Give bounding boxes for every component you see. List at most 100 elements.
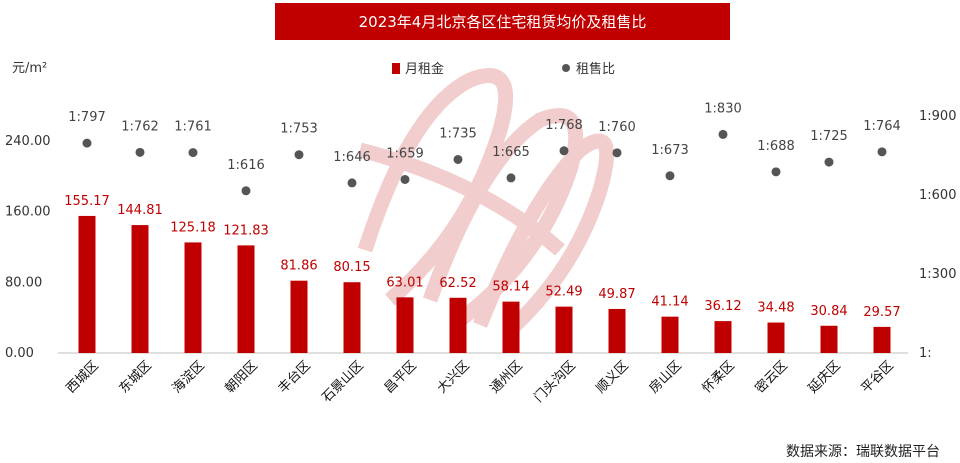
- bar-value-label: 63.01: [386, 275, 423, 290]
- bar-value-label: 29.57: [863, 305, 900, 320]
- x-tick-label: 门头沟区: [531, 358, 578, 405]
- ratio-point: [718, 129, 728, 139]
- x-tick-label: 昌平区: [382, 358, 420, 396]
- bar: [184, 242, 202, 353]
- y-left-tick-label: 240.00: [5, 134, 51, 149]
- bar-value-label: 81.86: [280, 259, 317, 274]
- data-source: 数据来源：瑞联数据平台: [786, 444, 940, 460]
- ratio-value-label: 1:764: [863, 119, 900, 134]
- legend-label-rent: 月租金: [405, 61, 444, 77]
- ratio-value-label: 1:760: [598, 120, 635, 135]
- ratio-value-label: 1:725: [810, 129, 847, 144]
- bar-value-label: 58.14: [492, 280, 529, 295]
- legend-marker-ratio: [562, 64, 570, 72]
- ratio-value-label: 1:673: [651, 143, 688, 158]
- ratio-point: [612, 148, 622, 158]
- x-tick-label: 石景山区: [319, 358, 366, 405]
- legend-swatch-rent: [392, 63, 400, 74]
- ratio-point: [294, 150, 304, 160]
- bar-value-label: 34.48: [757, 301, 794, 316]
- bar-value-label: 52.49: [545, 285, 582, 300]
- x-tick-label: 顺义区: [594, 358, 632, 396]
- axes: 0.00 80.00 160.00 240.00 1: 1:300 1:600 1:900: [5, 109, 956, 361]
- ratio-value-label: 1:659: [386, 146, 423, 161]
- y-left-tick-label: 160.00: [5, 205, 51, 220]
- y-right-tick-label: 1:300: [919, 267, 956, 282]
- ratio-point: [400, 174, 410, 184]
- ratio-value-label: 1:768: [545, 118, 582, 133]
- bar-value-label: 80.15: [333, 260, 370, 275]
- bar: [555, 306, 573, 353]
- x-tick-label: 东城区: [117, 358, 155, 396]
- y-right-tick-label: 1:900: [919, 109, 956, 124]
- legend-label-ratio: 租售比: [576, 61, 615, 77]
- ratio-value-label: 1:753: [280, 122, 317, 137]
- x-tick-label: 平谷区: [859, 358, 897, 396]
- bar: [290, 280, 308, 353]
- chart-title: 2023年4月北京各区住宅租赁均价及租售比: [275, 3, 730, 40]
- ratio-point: [453, 154, 463, 164]
- ratio-point: [506, 173, 516, 183]
- x-tick-label: 通州区: [488, 358, 526, 396]
- ratio-point: [241, 186, 251, 196]
- x-tick-label: 大兴区: [435, 358, 473, 396]
- x-tick-label: 海淀区: [170, 358, 208, 396]
- ratio-value-label: 1:688: [757, 139, 794, 154]
- bar-value-label: 62.52: [439, 276, 476, 291]
- ratio-point: [559, 146, 569, 156]
- ratio-value-label: 1:616: [227, 158, 264, 173]
- x-tick-label: 延庆区: [806, 358, 844, 396]
- bars-group: [78, 215, 891, 353]
- bar: [449, 297, 467, 353]
- bar: [237, 245, 255, 353]
- y-left-tick-label: 80.00: [5, 275, 42, 290]
- x-tick-label: 朝阳区: [223, 358, 261, 396]
- bar-value-label: 30.84: [810, 304, 847, 319]
- bar: [502, 301, 520, 353]
- bar: [396, 297, 414, 353]
- bar: [820, 325, 838, 353]
- ratio-point: [877, 147, 887, 157]
- bar-value-label: 144.81: [117, 203, 163, 218]
- ratio-value-label: 1:761: [174, 120, 211, 135]
- bar-value-label: 36.12: [704, 299, 741, 314]
- bar: [767, 322, 785, 353]
- ratio-point: [188, 148, 198, 158]
- ratio-value-label: 1:646: [333, 150, 370, 165]
- bar-value-label: 125.18: [170, 220, 216, 235]
- ratio-value-label: 1:762: [121, 119, 158, 134]
- bar: [661, 316, 679, 353]
- ratio-point: [347, 178, 357, 188]
- bar: [873, 326, 891, 353]
- bar: [78, 215, 96, 353]
- bar-value-label: 121.83: [223, 223, 269, 238]
- ratio-value-label: 1:665: [492, 145, 529, 160]
- points-group: [82, 129, 887, 196]
- ratio-value-label: 1:830: [704, 101, 741, 116]
- bar-value-label: 49.87: [598, 287, 635, 302]
- x-tick-label: 房山区: [646, 358, 685, 397]
- y-right-tick-label: 1:: [919, 346, 932, 361]
- y-right-tick-label: 1:600: [919, 188, 956, 203]
- ratio-point: [82, 138, 92, 148]
- x-tick-label: 西城区: [64, 358, 102, 396]
- y-left-tick-label: 0.00: [5, 346, 34, 361]
- x-tick-label: 怀柔区: [700, 358, 738, 396]
- bar: [131, 225, 149, 353]
- bar: [608, 308, 626, 353]
- ratio-value-label: 1:735: [439, 126, 476, 141]
- legend: 月租金 租售比: [392, 61, 615, 77]
- ratio-point: [135, 147, 145, 157]
- y-left-unit: 元/m²: [12, 61, 47, 76]
- x-tick-label: 丰台区: [276, 358, 314, 396]
- ratio-point: [771, 167, 781, 177]
- ratio-value-label: 1:797: [68, 110, 105, 125]
- bar-value-label: 41.14: [651, 295, 688, 310]
- bar: [343, 282, 361, 353]
- ratio-point: [665, 171, 675, 181]
- x-tick-label: 密云区: [752, 358, 791, 397]
- watermark-logo: [357, 68, 615, 336]
- bar-value-label: 155.17: [64, 194, 110, 209]
- ratio-point: [824, 157, 834, 167]
